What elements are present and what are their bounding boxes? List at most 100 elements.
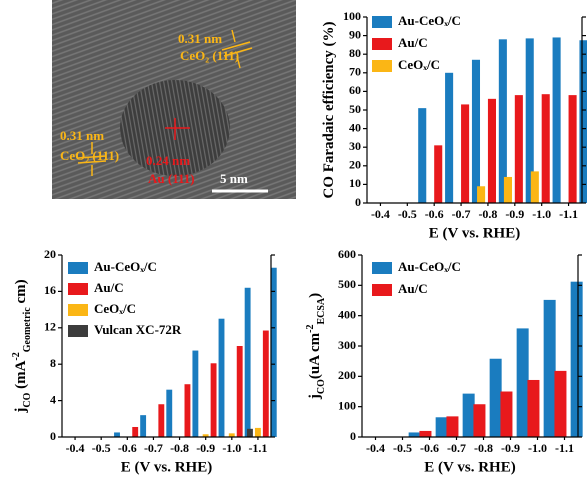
chart: 0 4 8 12 16 20 -0.4 -0.5 -0.6 -0.7 -0.8 -0.9 -1.0 -1.… [11, 247, 277, 475]
y-tick-label: 80 [349, 46, 361, 60]
x-tick-label: -1.1 [248, 441, 267, 455]
bar [184, 384, 191, 437]
bar [500, 391, 513, 437]
legend-label: Au-CeOₓ/C [398, 13, 461, 28]
bar [210, 363, 217, 437]
y-axis-label: jCO (mA-2Geometric cm) [11, 279, 33, 413]
x-axis-label: E (V vs. RHE) [429, 225, 520, 241]
bar [202, 434, 209, 437]
annotation: CeO₂ (111) [60, 148, 119, 163]
y-label-part: -2 [305, 325, 316, 333]
annotation: CeO₂ (111) [180, 48, 239, 63]
x-tick-label: -1.1 [559, 207, 578, 221]
x-tick-label: -0.5 [393, 441, 412, 455]
annotation: 5 nm [220, 171, 248, 186]
tem-image: 0.31 nm CeO₂ (111) 0.31 nm CeO₂ (111) 0.24 n… [52, 0, 296, 199]
y-tick-label: 4 [50, 392, 56, 406]
bar [446, 416, 459, 437]
y-tick-label: 0 [50, 429, 56, 443]
y-label-part: -2 [11, 352, 22, 360]
bar [489, 358, 502, 437]
bar [228, 433, 235, 437]
legend-label: CeOₓ/C [94, 301, 136, 316]
y-axis-label: CO Faradaic efficiency (%) [321, 21, 337, 198]
x-tick-label: -0.8 [474, 441, 493, 455]
x-tick-label: -0.8 [170, 441, 189, 455]
bar [554, 370, 567, 437]
y-tick-label: 600 [338, 247, 356, 261]
x-tick-label: -1.1 [555, 441, 574, 455]
legend-swatch [68, 283, 88, 295]
x-tick-label: -0.4 [371, 207, 390, 221]
y-tick-label: 20 [44, 247, 56, 261]
au-marker [165, 118, 190, 140]
legend-swatch [372, 16, 392, 28]
annotation: 0.24 nm [146, 153, 190, 168]
legend-label: Au/C [398, 281, 428, 296]
y-tick-label: 16 [44, 283, 56, 297]
y-tick-label: 70 [349, 65, 361, 79]
x-tick-label: -0.9 [196, 441, 215, 455]
bar [541, 94, 550, 203]
chart: 0 10 20 30 40 50 60 70 80 90 100 -0.4 -0.5 -0.6 -0.7 -0… [321, 9, 587, 241]
y-label-part: ) [307, 293, 323, 298]
annotation: Au (111) [148, 171, 195, 186]
bar [158, 404, 165, 437]
y-tick-label: 0 [350, 429, 356, 443]
bar [487, 98, 496, 203]
y-tick-label: 60 [349, 83, 361, 97]
legend-label: Au/C [94, 280, 124, 295]
bar [462, 393, 475, 437]
x-tick-label: -0.7 [144, 441, 163, 455]
bar [418, 108, 427, 203]
x-tick-label: -0.5 [398, 207, 417, 221]
bar [461, 104, 470, 203]
y-tick-label: 0 [355, 195, 361, 209]
x-tick-label: -0.6 [420, 441, 439, 455]
bar [192, 350, 199, 437]
bar [471, 59, 481, 203]
annotation: 0.31 nm [60, 128, 104, 143]
legend-label: Au/C [398, 35, 428, 50]
bar [445, 72, 454, 203]
legend-swatch [68, 304, 88, 316]
y-label-part: CO Faradaic efficiency (%) [321, 21, 337, 198]
bar [218, 318, 225, 437]
legend-label: Au-CeOₓ/C [94, 259, 157, 274]
bar [527, 379, 540, 437]
bar [498, 39, 507, 203]
bar [419, 430, 432, 437]
bar [270, 267, 277, 437]
legend-label: Au-CeOₓ/C [398, 259, 461, 274]
bar [435, 417, 448, 437]
legend-label: Vulcan XC-72R [94, 322, 182, 337]
y-tick-label: 90 [349, 27, 361, 41]
legend-swatch [372, 38, 392, 50]
x-tick-label: -0.6 [425, 207, 444, 221]
y-tick-label: 20 [349, 158, 361, 172]
y-label-part: CO [22, 392, 33, 407]
x-tick-label: -0.9 [505, 207, 524, 221]
bar [166, 389, 173, 437]
y-tick-label: 300 [338, 338, 356, 352]
bar [552, 37, 561, 204]
x-tick-label: -1.0 [528, 441, 547, 455]
legend-swatch [372, 284, 392, 296]
bar [434, 145, 443, 203]
legend-swatch [68, 262, 88, 274]
bar [236, 346, 243, 437]
bar [579, 40, 587, 203]
bar [530, 171, 539, 203]
y-tick-label: 500 [338, 277, 356, 291]
bar [132, 426, 139, 437]
bar [503, 176, 512, 203]
y-label-part: cm) [13, 279, 29, 307]
bar [568, 95, 577, 203]
legend-swatch [372, 60, 392, 72]
y-tick-label: 10 [349, 176, 361, 190]
y-axis-label: jCO(uA cm-2ECSA) [305, 293, 327, 400]
y-tick-label: 100 [338, 398, 356, 412]
lattice-markers [77, 29, 253, 176]
bar [570, 281, 583, 437]
